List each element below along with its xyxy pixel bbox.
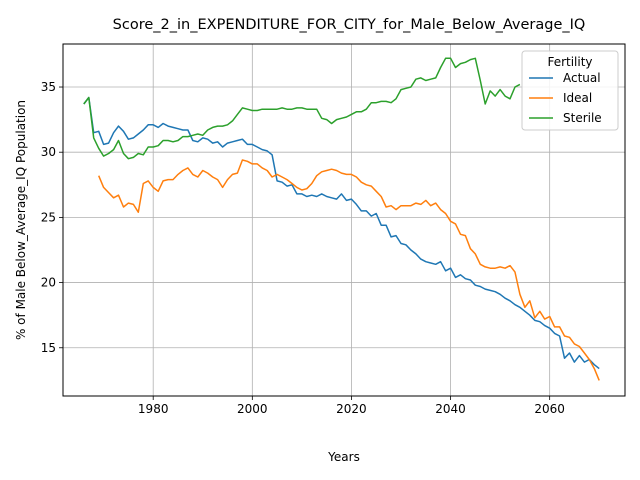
y-tick-label: 35 xyxy=(41,80,56,94)
x-tick-label: 2020 xyxy=(336,402,367,416)
x-tick-label: 2060 xyxy=(534,402,565,416)
x-axis: 1980 2000 2020 2040 2060 xyxy=(138,396,565,416)
y-axis-label: % of Male Below_Average_IQ Population xyxy=(14,100,28,340)
x-tick-label: 2040 xyxy=(435,402,466,416)
x-tick-label: 1980 xyxy=(138,402,169,416)
legend-label-sterile: Sterile xyxy=(563,111,602,125)
series-line-ideal xyxy=(98,159,600,381)
y-axis: 15 20 25 30 35 xyxy=(41,80,63,355)
y-tick-label: 20 xyxy=(41,276,56,290)
legend-title: Fertility xyxy=(547,55,592,69)
legend-label-actual: Actual xyxy=(563,71,601,85)
legend-label-ideal: Ideal xyxy=(563,91,592,105)
x-axis-label: Years xyxy=(327,450,360,464)
chart-title: Score_2_in_EXPENDITURE_FOR_CITY_for_Male… xyxy=(113,17,586,33)
series-line-actual xyxy=(83,96,600,370)
series-group xyxy=(83,57,600,381)
y-tick-label: 30 xyxy=(41,145,56,159)
legend-box xyxy=(521,50,619,131)
y-tick-label: 25 xyxy=(41,210,56,224)
y-tick-label: 15 xyxy=(41,341,56,355)
x-tick-label: 2000 xyxy=(237,402,268,416)
series-line-sterile xyxy=(83,57,521,160)
plot-frame xyxy=(62,43,626,397)
legend: Fertility Actual Ideal Sterile xyxy=(521,50,619,131)
